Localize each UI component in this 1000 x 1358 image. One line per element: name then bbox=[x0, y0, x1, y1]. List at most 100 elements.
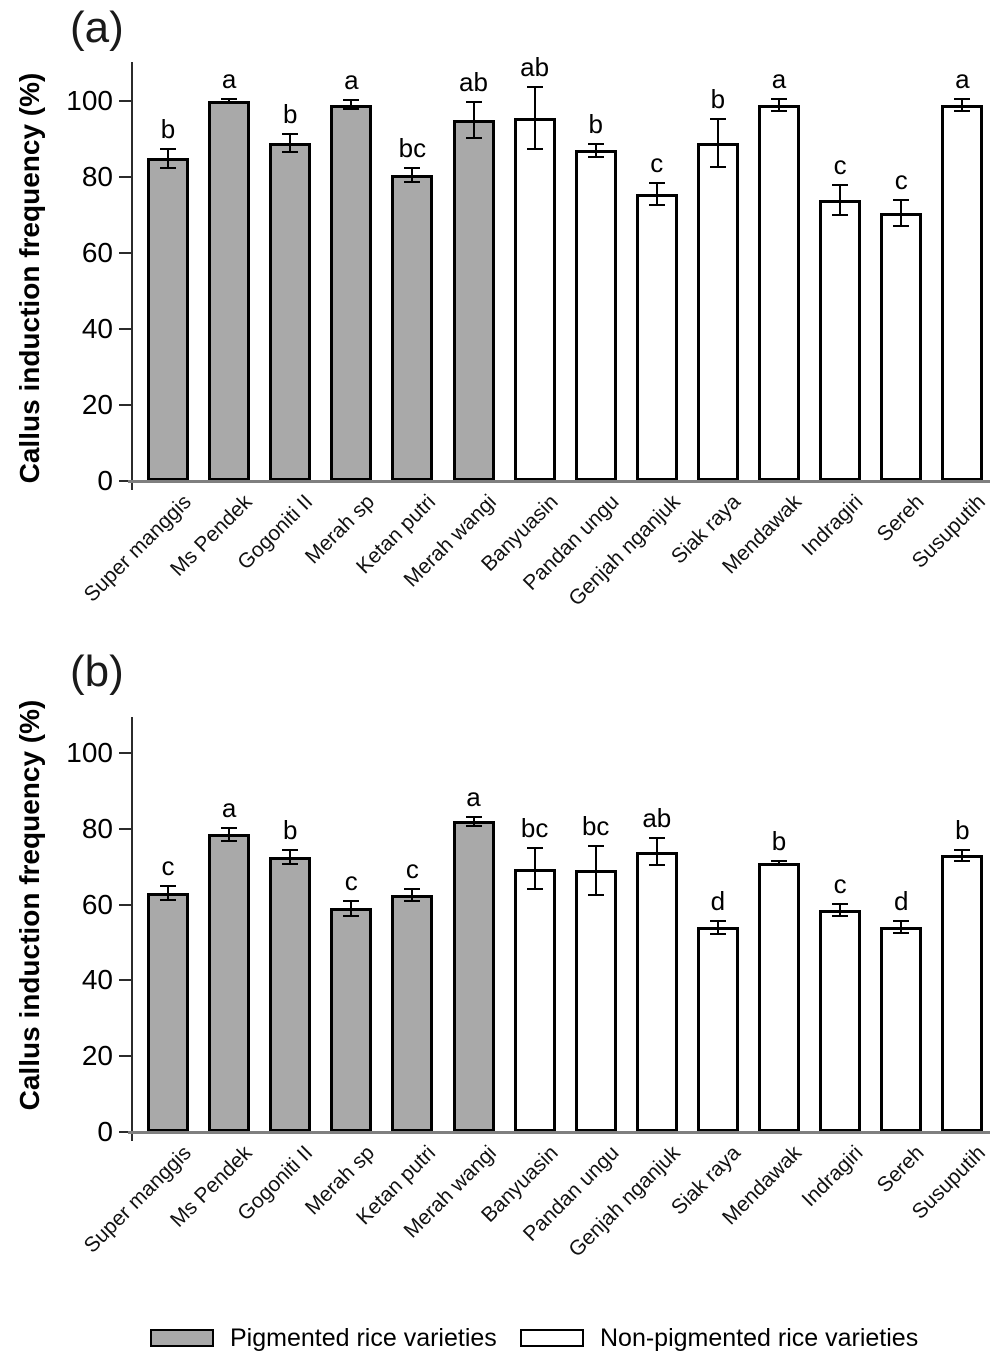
error-bar-line bbox=[350, 100, 353, 110]
bar-merah-sp bbox=[330, 908, 373, 1132]
y-axis-line bbox=[131, 717, 133, 1141]
error-bar-line bbox=[778, 861, 780, 865]
error-bar-cap bbox=[343, 99, 360, 102]
error-bar-line bbox=[472, 101, 475, 139]
legend-item-pigmented: Pigmented rice varieties bbox=[150, 1324, 497, 1352]
error-bar-cap bbox=[709, 117, 726, 120]
error-bar-cap bbox=[282, 863, 299, 866]
error-bar-cap bbox=[587, 156, 604, 159]
error-bar-line bbox=[533, 86, 536, 150]
y-axis-line bbox=[131, 62, 133, 490]
sig-letter: c bbox=[894, 165, 908, 196]
y-tick-label: 80 bbox=[81, 161, 113, 192]
x-tick-label: Indragiri bbox=[797, 1141, 868, 1212]
error-bar-cap bbox=[648, 836, 665, 839]
legend-label-pigmented: Pigmented rice varieties bbox=[230, 1324, 497, 1352]
error-bar-cap bbox=[526, 148, 543, 151]
error-bar-cap bbox=[954, 97, 971, 100]
error-bar-cap bbox=[709, 919, 726, 922]
bar-sereh bbox=[880, 927, 923, 1132]
sig-letter: c bbox=[833, 869, 847, 900]
sig-letter: c bbox=[650, 148, 664, 179]
y-tick-label: 0 bbox=[97, 465, 113, 496]
error-bar-cap bbox=[832, 183, 849, 186]
bar-ketan-putri bbox=[391, 895, 434, 1132]
sig-letter: c bbox=[344, 865, 358, 896]
error-bar-cap bbox=[771, 860, 787, 863]
error-bar-line bbox=[839, 184, 842, 215]
sig-letter: a bbox=[344, 65, 359, 96]
sig-letter: c bbox=[161, 851, 175, 882]
bar-gogoniti-ii bbox=[269, 857, 312, 1132]
error-bar-line bbox=[716, 118, 719, 167]
y-tick bbox=[119, 328, 131, 330]
x-tick-label: Indragiri bbox=[797, 490, 868, 561]
error-bar-cap bbox=[160, 166, 176, 169]
error-bar-cap bbox=[771, 109, 787, 112]
y-tick-label: 40 bbox=[81, 313, 113, 344]
error-bar-cap bbox=[954, 849, 971, 852]
sig-letter: b bbox=[282, 99, 298, 130]
bar-super-manggis bbox=[147, 158, 189, 481]
sig-letter: a bbox=[466, 781, 481, 812]
error-bar-line bbox=[228, 99, 231, 103]
y-tick-label: 40 bbox=[81, 964, 113, 996]
y-tick bbox=[119, 252, 131, 254]
bar-mendawak bbox=[758, 104, 800, 481]
error-bar-cap bbox=[709, 933, 726, 936]
y-tick-label: 20 bbox=[81, 389, 113, 420]
y-tick bbox=[119, 827, 131, 830]
x-axis-line bbox=[128, 1131, 990, 1134]
y-tick bbox=[119, 176, 131, 178]
error-bar-cap bbox=[709, 165, 726, 168]
bar-banyuasin bbox=[513, 868, 556, 1132]
bar-susuputih bbox=[941, 855, 984, 1132]
error-bar-cap bbox=[465, 100, 482, 103]
error-bar-cap bbox=[587, 893, 604, 896]
y-tick-label: 60 bbox=[81, 237, 113, 268]
sig-letter: d bbox=[893, 886, 909, 917]
y-tick bbox=[119, 480, 131, 482]
sig-letter: b bbox=[955, 815, 970, 846]
sig-letter: a bbox=[221, 793, 237, 824]
bar-super-manggis bbox=[147, 893, 189, 1132]
error-bar-cap bbox=[954, 859, 971, 862]
bar-merah-sp bbox=[330, 104, 373, 481]
y-tick bbox=[119, 979, 131, 982]
error-bar-cap bbox=[771, 97, 787, 100]
error-bar-line bbox=[961, 850, 964, 861]
y-tick bbox=[119, 1055, 131, 1058]
bar-mendawak bbox=[758, 862, 800, 1132]
error-bar-cap bbox=[893, 225, 910, 228]
error-bar-cap bbox=[221, 101, 238, 104]
bar-ketan-putri bbox=[391, 175, 434, 481]
error-bar-cap bbox=[465, 824, 482, 827]
y-tick bbox=[119, 100, 131, 102]
sig-letter: b bbox=[710, 83, 726, 114]
error-bar-cap bbox=[282, 150, 299, 153]
y-tick-label: 20 bbox=[81, 1040, 113, 1072]
bar-ms-pendek bbox=[208, 101, 251, 481]
error-bar-cap bbox=[587, 845, 604, 848]
y-tick-label: 100 bbox=[66, 85, 113, 116]
sig-letter: a bbox=[955, 63, 970, 94]
y-axis-label-a: Callus induction frequency (%) bbox=[14, 72, 45, 484]
error-bar-line bbox=[350, 900, 353, 916]
x-tick-label: Sereh bbox=[872, 490, 929, 547]
bar-genjah-nganjuk bbox=[635, 194, 678, 481]
error-bar-cap bbox=[160, 147, 176, 150]
x-tick-label: Super manggis bbox=[79, 1141, 196, 1258]
y-tick-label: 0 bbox=[97, 1116, 113, 1147]
error-bar-cap bbox=[404, 888, 421, 891]
error-bar-cap bbox=[465, 137, 482, 140]
error-bar-cap bbox=[221, 827, 238, 830]
error-bar-cap bbox=[893, 199, 910, 202]
bar-indragiri bbox=[819, 910, 862, 1132]
error-bar-line bbox=[716, 920, 719, 935]
error-bar-line bbox=[778, 98, 780, 111]
error-bar-cap bbox=[526, 888, 543, 891]
error-bar-cap bbox=[160, 885, 176, 888]
error-bar-line bbox=[900, 200, 903, 226]
bar-genjah-nganjuk bbox=[635, 851, 678, 1132]
pigmented-swatch-icon bbox=[150, 1329, 214, 1347]
